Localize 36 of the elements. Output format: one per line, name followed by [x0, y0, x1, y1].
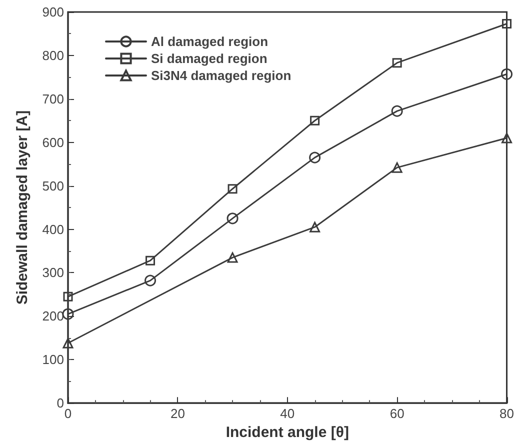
legend-label: Si damaged region [151, 51, 268, 66]
point [310, 116, 320, 126]
point [146, 256, 156, 266]
y-tick-label: 200 [42, 308, 64, 324]
point [63, 292, 73, 302]
y-tick-label: 700 [42, 91, 64, 106]
y-tick-label: 100 [42, 352, 64, 368]
point [62, 338, 74, 348]
x-tick-label: 60 [390, 406, 404, 422]
point [502, 18, 512, 28]
x-tick-label: 40 [280, 406, 295, 422]
legend-label: Si3N4 damaged region [151, 68, 292, 83]
point [62, 308, 74, 320]
y-tick-label: 600 [42, 134, 64, 150]
point [392, 58, 402, 68]
x-tick-label: 80 [500, 406, 514, 422]
point [501, 68, 513, 80]
point [310, 222, 320, 232]
point [502, 132, 512, 144]
point [228, 184, 238, 194]
y-axis-title: Sidewall damaged layer [A] [14, 110, 31, 305]
point [309, 152, 321, 164]
point [226, 212, 238, 224]
legend-label: Al damaged region [151, 34, 268, 49]
y-tick-label: 500 [42, 178, 64, 194]
y-tick-label: 400 [42, 222, 64, 237]
y-tick-label: 800 [42, 48, 64, 63]
y-tick-label: 300 [42, 265, 64, 280]
point [391, 105, 403, 117]
x-axis-title: Incident angle [θ] [226, 424, 349, 441]
y-tick-label: 900 [42, 4, 64, 20]
y-tick-label: 0 [56, 396, 64, 411]
point [144, 274, 156, 286]
point [227, 252, 238, 263]
point [392, 162, 402, 173]
x-tick-label: 20 [170, 406, 185, 422]
